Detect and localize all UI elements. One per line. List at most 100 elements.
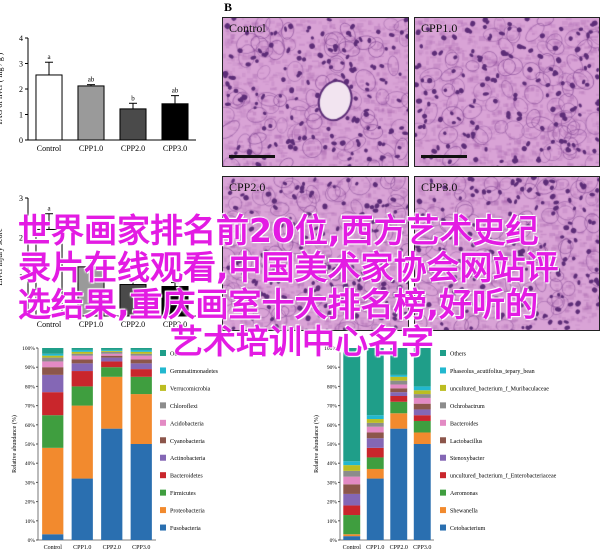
histology-cpp3: CPP3.0 [414,176,600,331]
x-tick-label: CPP1.0 [79,144,103,153]
stacked-segment [366,447,384,458]
phylum-abundance-chart: 0% 10% 20% 30% 40% 50% 60% 70% 80% 90% 100% Relativ… [11,346,219,551]
y-tick-label: 20% [25,500,36,506]
stacked-segment [366,438,384,448]
stacked-segment [71,348,93,350]
stacked-segment [42,447,64,535]
legend-label: Ochrobactrum [450,404,485,410]
legend-label: Cyanobacteria [170,439,205,445]
histology-label: CPP1.0 [421,21,458,35]
overlay-line[interactable]: 艺术培训中心名字 [170,322,434,361]
stacked-segment [101,355,123,358]
bar [77,266,105,317]
bar [35,228,63,317]
x-tick-label: CPP3.0 [132,545,150,551]
legend-label: Firmicutes [170,491,196,497]
y-tick-label: 4 [19,34,23,43]
histology-cpp1: CPP1.0 [414,17,600,167]
y-tick-label: 50% [25,442,36,448]
y-tick-label: 80% [25,384,36,390]
stacked-segment [343,515,361,535]
stacked-segment [130,369,152,377]
legend-label: Others [170,352,187,358]
legend-label: Bacteroidetes [170,474,203,480]
overlay-line[interactable]: 世界画家排名前20位,西方艺术史纪 [18,211,539,250]
legend-swatch [160,367,166,374]
scale-bar [229,155,275,158]
y-tick-label: 10% [327,519,338,525]
stacked-segment [42,355,64,358]
legend-swatch [160,454,166,461]
stacked-segment [343,505,361,516]
stacked-segment [390,384,408,389]
x-tick-label: CPP3.0 [163,144,187,153]
stacked-segment [71,349,93,352]
histology-label: Control [229,21,266,35]
bar [77,85,105,141]
histology-label: CPP3.0 [421,180,458,194]
stacked-segment [343,465,361,471]
histology-label: CPP2.0 [229,180,266,194]
stacked-segment [71,359,93,364]
stacked-segment [413,403,431,410]
stacked-segment [390,380,408,385]
x-tick-label: CPP3.0 [163,320,187,329]
stacked-segment [390,392,408,396]
legend-swatch [160,437,166,444]
stacked-segment [366,457,384,469]
legend-swatch [440,384,446,391]
y-tick-label: 20% [327,500,338,506]
legend-swatch [160,472,166,479]
legend-label: Gemmatimonadetes [170,369,219,375]
y-axis-label: TAG of liver ( mg / g ) [0,52,4,125]
stacked-segment [366,422,384,427]
stacked-segment [101,376,123,429]
stacked-segment [366,426,384,433]
y-tick-label: 60% [25,423,36,429]
stacked-segment [366,468,384,479]
x-tick-label: CPP2.0 [390,545,408,551]
y-axis-label: Relative abundance (%) [11,415,18,473]
x-tick-label: CPP2.0 [121,144,145,153]
stacked-segment [390,428,408,540]
stacked-segment [366,419,384,423]
x-tick-label: CPP3.0 [413,545,431,551]
stacked-segment [42,392,64,416]
legend-swatch [160,384,166,391]
stacked-segment [413,420,431,433]
bar [161,103,189,141]
stacked-segment [413,409,431,416]
stacked-segment [343,484,361,494]
stacked-segment [101,351,123,354]
stacked-segment [71,363,93,372]
overlay-line[interactable]: 选结果,重庆画室十大排名榜,好听的 [18,285,539,324]
legend-swatch [160,489,166,496]
x-tick-label: CPP2.0 [103,545,121,551]
y-tick-label: 50% [327,442,338,448]
y-tick-label: 0% [28,538,36,544]
stacked-segment [42,374,64,393]
legend-swatch [440,472,446,479]
overlay-text[interactable]: 世界画家排名前20位,西方艺术史纪 录片在线观看,中国美术家协会网站评 选结果,… [18,212,578,360]
stacked-segment [390,348,408,375]
legend-label: Chloroflexi [170,403,198,410]
stacked-segment [343,470,361,477]
y-tick-label: 40% [327,461,338,467]
overlay-line[interactable]: 录片在线观看,中国美术家协会网站评 [18,248,559,287]
stacked-segment [343,476,361,485]
stacked-segment [413,444,431,540]
stacked-segment [343,348,361,462]
stacked-segment [42,361,64,368]
stacked-segment [71,351,93,354]
stacked-segment [42,348,64,354]
y-tick-label: 1 [19,273,23,282]
bar [119,284,147,317]
legend-swatch [160,524,166,531]
significance-letter: a [47,205,51,213]
legend-label: Proteobacteria [170,509,205,515]
stacked-segment [71,353,93,356]
legend-label: Fusobacteria [170,526,201,532]
stacked-segment [130,376,152,395]
y-tick-label: 30% [327,480,338,486]
stacked-segment [130,355,152,360]
